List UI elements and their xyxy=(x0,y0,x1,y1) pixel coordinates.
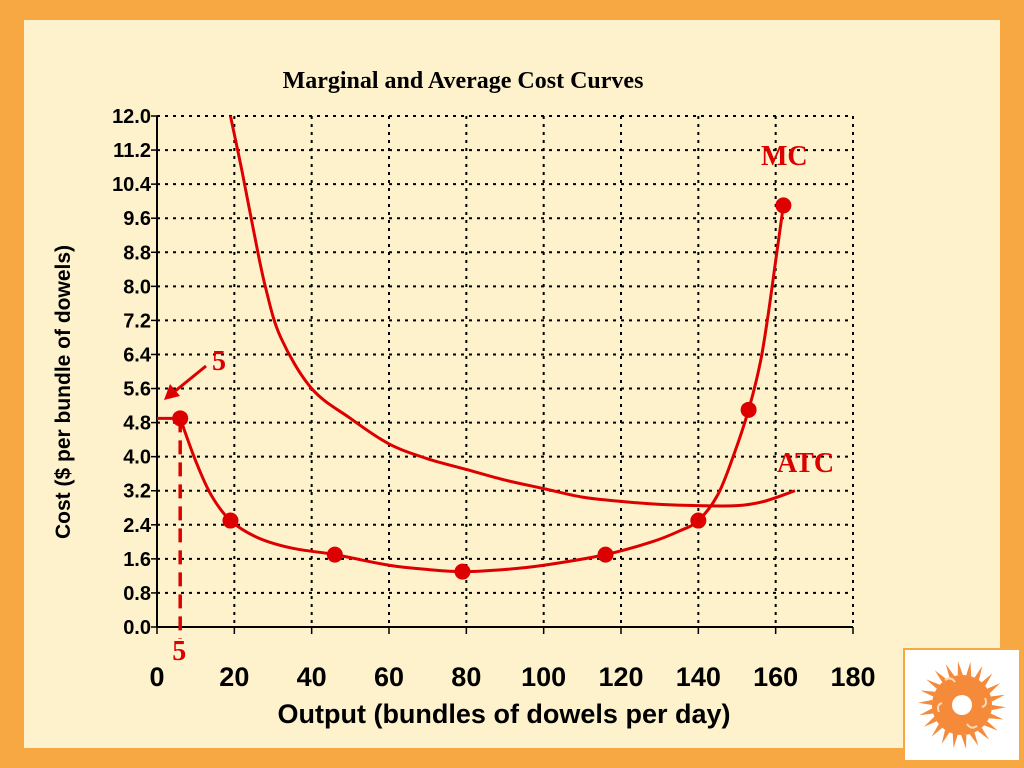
x-tick-label: 140 xyxy=(676,662,721,692)
y-tick-label: 4.0 xyxy=(123,447,151,469)
saw-tooth xyxy=(966,661,972,677)
saw-logo xyxy=(903,648,1021,762)
x-tick-label: 180 xyxy=(830,662,875,692)
saw-tooth xyxy=(941,729,950,745)
saw-tooth xyxy=(926,679,940,689)
saw-tooth xyxy=(945,664,955,678)
x-tick-labels: 0 20 40 60 80 100 120 140 160 180 xyxy=(149,662,875,692)
y-tick-label: 9.6 xyxy=(123,208,151,230)
saw-tooth xyxy=(918,699,933,705)
saw-tooth xyxy=(987,683,1001,694)
mc-point xyxy=(326,546,343,563)
x-axis-label: Output (bundles of dowels per day) xyxy=(277,699,730,729)
saw-tooth xyxy=(919,708,934,716)
x-tick-label: 120 xyxy=(598,662,643,692)
saw-tooth xyxy=(952,733,958,749)
annotations: 55 xyxy=(157,346,226,667)
y-annotation-arrow-shaft xyxy=(173,364,207,394)
y-annotation-label: 5 xyxy=(212,346,226,377)
saw-tooth xyxy=(984,721,998,731)
saw-tooth xyxy=(957,661,963,676)
y-tick-label: 11.2 xyxy=(113,140,151,162)
chart: Marginal and Average Cost Curves 0.0 0.8 1… xyxy=(52,68,876,729)
saw-tooth xyxy=(923,716,937,727)
x-annotation-label: 5 xyxy=(172,636,186,667)
saw-tooth xyxy=(988,713,1004,720)
x-tick-label: 40 xyxy=(297,662,327,692)
y-tick-label: 5.6 xyxy=(123,379,151,401)
saw-blade-icon xyxy=(918,661,1006,749)
mc-point xyxy=(775,197,792,214)
mc-point xyxy=(454,563,471,580)
slide-background: Marginal and Average Cost Curves 0.0 0.8 1… xyxy=(24,20,1000,748)
x-tick-label: 60 xyxy=(374,662,404,692)
atc-curve xyxy=(228,115,796,508)
y-tick-label: 6.4 xyxy=(123,344,152,366)
chart-title: Marginal and Average Cost Curves xyxy=(283,68,644,94)
y-tick-label: 10.4 xyxy=(112,174,152,196)
mc-point xyxy=(690,512,707,529)
y-tick-label: 8.8 xyxy=(123,242,151,264)
y-tick-label: 0.0 xyxy=(123,617,151,639)
mc-point xyxy=(740,401,757,418)
atc-label: ATC xyxy=(777,448,834,479)
saw-tooth xyxy=(991,705,1006,711)
x-tick-label: 100 xyxy=(521,662,566,692)
y-axis-label: Cost ($ per bundle of dowels) xyxy=(52,245,75,539)
saw-tooth xyxy=(990,694,1005,702)
y-tick-label: 7.2 xyxy=(123,310,151,332)
axes xyxy=(151,115,854,634)
saw-tooth xyxy=(977,727,990,740)
y-tick-label: 3.2 xyxy=(123,481,151,503)
y-tick-label: 1.6 xyxy=(123,549,151,571)
mc-curve xyxy=(178,205,785,574)
y-tick-label: 8.0 xyxy=(123,276,151,298)
y-tick-label: 0.8 xyxy=(123,583,151,605)
saw-tooth xyxy=(981,673,993,687)
y-tick-labels: 0.0 0.8 1.6 2.4 3.2 4.0 4.8 5.6 6.4 7.2 8.0 8.8 9.6 1… xyxy=(112,106,152,639)
y-tick-label: 12.0 xyxy=(112,106,151,128)
x-tick-label: 0 xyxy=(149,662,164,692)
mc-label: MC xyxy=(761,141,808,172)
mc-point xyxy=(222,512,239,529)
saw-tooth xyxy=(961,734,967,749)
x-tick-label: 80 xyxy=(451,662,481,692)
saw-tooth xyxy=(920,690,936,697)
y-tick-label: 2.4 xyxy=(123,515,152,537)
saw-tooth xyxy=(969,732,979,746)
x-tick-label: 160 xyxy=(753,662,798,692)
saw-tooth xyxy=(934,670,947,683)
mc-point xyxy=(597,546,614,563)
x-tick-label: 20 xyxy=(219,662,249,692)
saw-tooth xyxy=(931,723,943,737)
grid xyxy=(157,115,854,627)
y-annotation-arrowhead xyxy=(164,384,180,400)
series-layer: MC ATC xyxy=(172,115,834,580)
y-tick-label: 4.8 xyxy=(123,413,151,435)
saw-tooth xyxy=(974,665,983,681)
